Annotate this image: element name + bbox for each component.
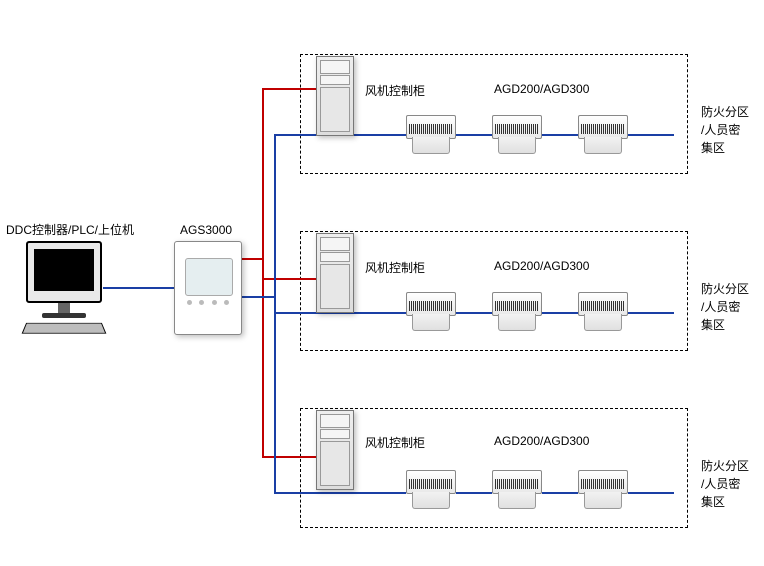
fire-zone-1 (300, 54, 688, 174)
wire (262, 88, 264, 458)
label-cabinet-2: 风机控制柜 (365, 259, 425, 276)
ags3000-panel (174, 241, 242, 335)
label-cabinet-3: 风机控制柜 (365, 434, 425, 451)
wire (542, 134, 578, 136)
wire (456, 134, 492, 136)
fan-cabinet-2 (316, 233, 354, 313)
label-zone-3-3: 集区 (701, 493, 725, 510)
wire (262, 456, 316, 458)
wire (274, 134, 276, 494)
fan-cabinet-1 (316, 56, 354, 136)
wire (456, 492, 492, 494)
wire (628, 312, 674, 314)
label-agd-3: AGD200/AGD300 (494, 434, 589, 448)
agd-device-2-3 (578, 292, 628, 332)
agd-device-3-2 (492, 470, 542, 510)
label-zone-2-3: 集区 (701, 316, 725, 333)
wire (456, 312, 492, 314)
wire (262, 88, 316, 90)
diagram-canvas: DDC控制器/PLC/上位机AGS3000风机控制柜风机控制柜风机控制柜AGD2… (0, 0, 764, 566)
label-agd-1: AGD200/AGD300 (494, 82, 589, 96)
wire (240, 258, 264, 260)
label-agd-2: AGD200/AGD300 (494, 259, 589, 273)
label-zone-1-3: 集区 (701, 139, 725, 156)
wire (542, 312, 578, 314)
agd-device-2-2 (492, 292, 542, 332)
wire (542, 492, 578, 494)
wire (240, 296, 276, 298)
agd-device-3-3 (578, 470, 628, 510)
fire-zone-2 (300, 231, 688, 351)
agd-device-1-1 (406, 115, 456, 155)
fan-cabinet-3 (316, 410, 354, 490)
label-zone-1-1: 防火分区 (701, 103, 749, 120)
pc-icon (26, 241, 106, 336)
wire (274, 492, 406, 494)
agd-device-1-3 (578, 115, 628, 155)
wire (262, 278, 316, 280)
agd-device-3-1 (406, 470, 456, 510)
label-cabinet-1: 风机控制柜 (365, 82, 425, 99)
label-pc: DDC控制器/PLC/上位机 (6, 221, 134, 238)
agd-device-2-1 (406, 292, 456, 332)
label-zone-1-2: /人员密 (701, 121, 740, 138)
wire (103, 287, 174, 289)
label-zone-2-2: /人员密 (701, 298, 740, 315)
label-zone-3-2: /人员密 (701, 475, 740, 492)
wire (628, 492, 674, 494)
label-ags: AGS3000 (180, 223, 232, 237)
wire (628, 134, 674, 136)
agd-device-1-2 (492, 115, 542, 155)
fire-zone-3 (300, 408, 688, 528)
label-zone-3-1: 防火分区 (701, 457, 749, 474)
label-zone-2-1: 防火分区 (701, 280, 749, 297)
